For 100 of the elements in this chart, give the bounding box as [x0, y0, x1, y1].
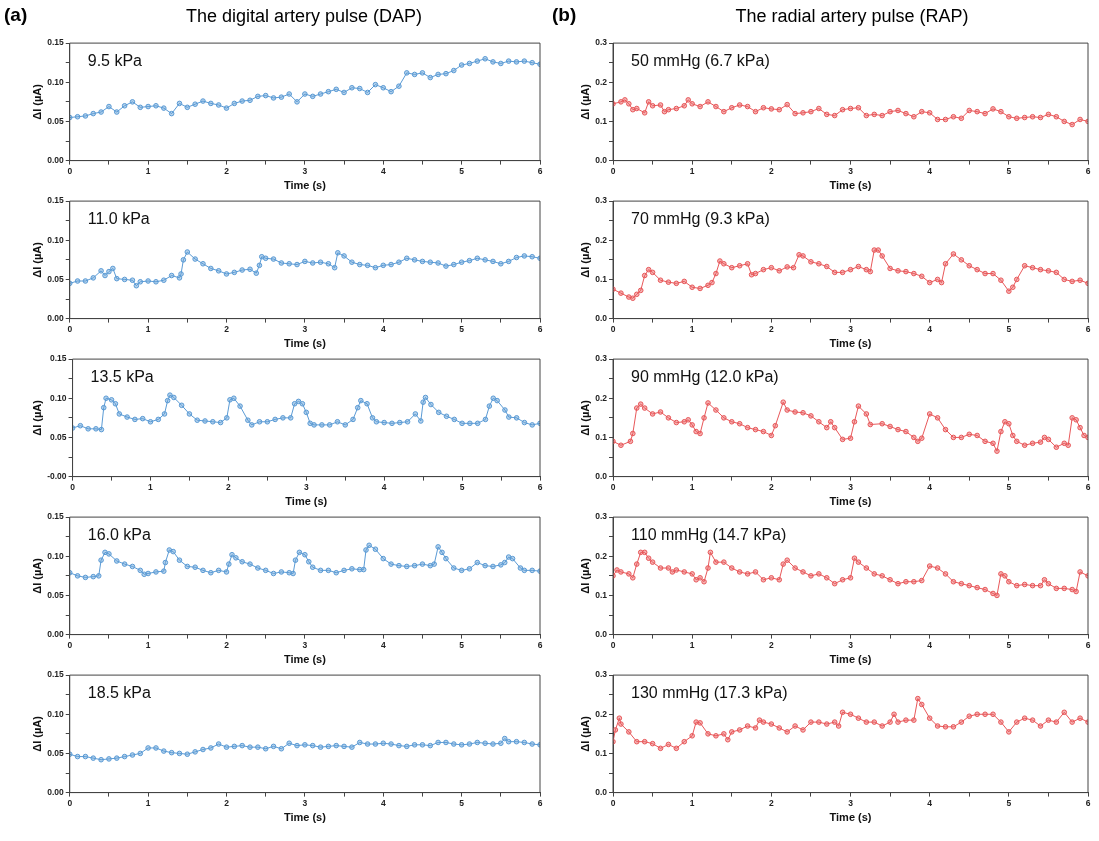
y-tick-label: 0.0: [595, 470, 608, 481]
chart-title: The radial artery pulse (RAP): [734, 6, 970, 27]
x-tick-label: 0: [70, 482, 76, 493]
x-tick-label: 6: [1085, 324, 1091, 335]
x-tick-label: 4: [381, 482, 387, 493]
y-axis-title: ΔI (µA): [578, 241, 591, 278]
x-tick-label: 4: [380, 640, 386, 651]
x-tick-label: 2: [226, 482, 232, 493]
x-tick-label: 5: [459, 640, 465, 651]
y-tick-label: 0.2: [595, 76, 608, 87]
y-axis-title: ΔI (µA): [30, 715, 43, 752]
y-axis-title: ΔI (µA): [30, 557, 43, 594]
x-tick-label: 5: [1006, 166, 1012, 177]
x-tick-label: 1: [689, 482, 695, 493]
annotation: 16.0 kPa: [87, 525, 151, 543]
y-tick-label: 0.1: [595, 273, 608, 284]
x-tick-label: 2: [224, 166, 230, 177]
x-tick-label: 0: [610, 640, 616, 651]
x-tick-label: 5: [1006, 798, 1012, 809]
annotation: 11.0 kPa: [87, 209, 150, 227]
x-tick-label: 0: [67, 798, 73, 809]
y-axis-title: ΔI (µA): [578, 83, 591, 120]
y-axis-title: ΔI (µA): [30, 83, 43, 120]
x-tick-label: 2: [768, 640, 774, 651]
y-tick-label: 0.10: [47, 550, 65, 561]
x-axis-title: Time (s): [829, 653, 872, 666]
x-tick-label: 2: [768, 798, 774, 809]
y-tick-label: 0.2: [595, 550, 608, 561]
y-tick-label: 0.05: [47, 273, 65, 284]
y-axis-title: ΔI (µA): [578, 557, 591, 594]
x-tick-label: 0: [67, 324, 73, 335]
x-tick-label: 4: [927, 798, 933, 809]
x-tick-label: 1: [148, 482, 154, 493]
y-tick-label: 0.15: [47, 195, 65, 206]
x-tick-label: 1: [145, 640, 151, 651]
x-tick-label: 3: [302, 324, 308, 335]
x-tick-label: 1: [689, 640, 695, 651]
x-tick-label: 6: [537, 482, 543, 493]
y-tick-label: 0.00: [47, 312, 65, 323]
x-tick-label: 0: [610, 798, 616, 809]
y-tick-label: 0.3: [595, 353, 608, 364]
y-tick-label: 0.2: [595, 708, 608, 719]
x-tick-label: 3: [303, 482, 309, 493]
x-tick-label: 2: [768, 166, 774, 177]
y-tick-label: 0.00: [47, 628, 65, 639]
x-tick-label: 0: [610, 482, 616, 493]
annotation: 9.5 kPa: [87, 51, 143, 69]
y-tick-label: 0.1: [595, 747, 608, 758]
annotation: 50 mmHg (6.7 kPa): [631, 51, 770, 69]
y-tick-label: 0.2: [595, 392, 608, 403]
y-tick-label: 0.0: [595, 154, 608, 165]
x-tick-label: 2: [224, 640, 230, 651]
x-axis-title: Time (s): [283, 811, 327, 824]
y-tick-label: 0.0: [595, 312, 608, 323]
x-tick-label: 6: [1085, 798, 1091, 809]
x-tick-label: 0: [610, 324, 616, 335]
y-tick-label: 0.3: [595, 511, 608, 522]
x-tick-label: 2: [224, 324, 230, 335]
x-axis-title: Time (s): [829, 337, 872, 350]
x-tick-label: 4: [927, 324, 933, 335]
x-tick-label: 1: [145, 798, 151, 809]
x-tick-label: 6: [537, 798, 543, 809]
y-axis-title: ΔI (µA): [30, 241, 43, 278]
annotation: 13.5 kPa: [90, 367, 154, 385]
y-tick-label: 0.3: [595, 669, 608, 680]
x-tick-label: 5: [1006, 482, 1012, 493]
x-tick-label: 3: [848, 640, 854, 651]
y-tick-label: 0.1: [595, 115, 608, 126]
x-tick-label: 5: [459, 324, 465, 335]
y-tick-label: 0.10: [47, 234, 65, 245]
x-tick-label: 2: [768, 482, 774, 493]
x-axis-title: Time (s): [283, 653, 327, 666]
y-tick-label: 0.2: [595, 234, 608, 245]
y-tick-label: -0.00: [47, 470, 67, 481]
x-axis-title: Time (s): [829, 495, 872, 508]
y-tick-label: 0.05: [47, 115, 65, 126]
x-tick-label: 3: [848, 166, 854, 177]
x-axis-title: Time (s): [829, 179, 872, 192]
y-tick-label: 0.15: [50, 353, 67, 364]
annotation: 70 mmHg (9.3 kPa): [631, 209, 770, 227]
x-tick-label: 1: [689, 324, 695, 335]
x-tick-label: 5: [459, 798, 465, 809]
x-axis-title: Time (s): [283, 337, 327, 350]
x-tick-label: 3: [848, 482, 854, 493]
x-tick-label: 6: [537, 640, 543, 651]
chart-title: The digital artery pulse (DAP): [184, 6, 424, 27]
text: (a): [4, 4, 28, 26]
x-tick-label: 5: [459, 166, 465, 177]
y-tick-label: 0.0: [595, 628, 608, 639]
y-tick-label: 0.3: [595, 195, 608, 206]
x-tick-label: 0: [67, 640, 73, 651]
y-tick-label: 0.05: [50, 431, 67, 442]
x-tick-label: 3: [302, 798, 308, 809]
y-tick-label: 0.05: [47, 589, 65, 600]
y-tick-label: 0.15: [47, 669, 65, 680]
x-tick-label: 3: [302, 166, 308, 177]
x-axis-title: Time (s): [829, 811, 872, 824]
x-tick-label: 1: [689, 166, 695, 177]
y-tick-label: 0.15: [47, 511, 65, 522]
y-axis-title: ΔI (µA): [30, 399, 43, 436]
